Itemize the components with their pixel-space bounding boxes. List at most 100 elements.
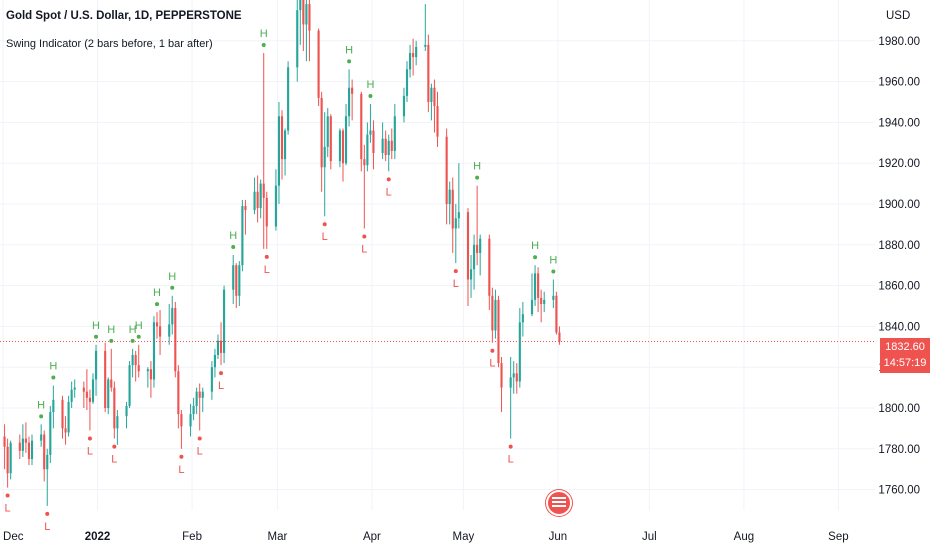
swing-high-dot	[39, 414, 44, 419]
candle-body	[256, 191, 259, 209]
candle-body	[24, 438, 27, 443]
candle-body	[216, 340, 220, 355]
y-tick-label: 1880.00	[878, 240, 920, 252]
candle-body	[518, 322, 521, 382]
swing-low-label: L	[453, 278, 459, 290]
candle-body	[469, 269, 473, 280]
swing-high-label: H	[366, 79, 374, 91]
swing-low-label: L	[508, 454, 514, 466]
swing-high-dot	[136, 334, 141, 339]
candle-body	[210, 367, 213, 392]
swing-low-dot	[5, 493, 10, 498]
y-axis[interactable]: 1980.00 1960.00 1940.00 1920.00 1900.00 1880.…	[878, 36, 920, 497]
candle-body	[427, 44, 430, 102]
candle-body	[287, 67, 290, 131]
candle-body	[70, 389, 73, 402]
candle-body	[283, 130, 287, 160]
x-tick-label: Mar	[268, 531, 288, 543]
candle-body	[64, 428, 67, 433]
candle-body	[128, 365, 131, 406]
swing-low-label: L	[218, 380, 224, 392]
swing-high-dot	[533, 255, 538, 260]
currency-label: USD	[886, 10, 911, 22]
swing-high-dot	[261, 43, 266, 48]
candle-body	[387, 140, 390, 156]
candle-body	[533, 273, 537, 300]
candle-body	[412, 53, 415, 58]
candle-body	[232, 265, 235, 290]
candle-body	[381, 138, 384, 153]
candle-body	[476, 244, 479, 253]
candle-body	[180, 414, 183, 427]
candle-body	[125, 405, 128, 417]
swing-high-label: H	[168, 271, 176, 283]
candle-body	[67, 401, 70, 433]
candle-body	[198, 391, 201, 398]
candle-body	[27, 442, 31, 459]
y-tick-label: 1760.00	[878, 485, 920, 497]
candle-body	[451, 189, 454, 229]
candle-body	[488, 238, 491, 296]
candle-body	[177, 371, 180, 415]
candle-body	[302, 0, 305, 25]
candle-body	[405, 69, 409, 96]
candle-body	[265, 197, 268, 227]
x-axis[interactable]: Dec 2022 Feb Mar Apr May Jun Jul Aug Sep	[3, 531, 849, 543]
candle-body	[543, 299, 546, 304]
swing-high-label: H	[107, 324, 115, 336]
candle-body	[515, 373, 518, 382]
swing-low-dot	[508, 444, 513, 449]
y-tick-label: 1900.00	[878, 199, 920, 211]
candle-body	[454, 218, 457, 229]
candle-body	[299, 0, 302, 11]
swing-high-dot	[368, 94, 373, 99]
swing-high-label: H	[345, 44, 353, 56]
swing-low-label: L	[44, 521, 50, 533]
candle-body	[46, 454, 49, 470]
candle-body	[351, 87, 354, 94]
grid	[0, 0, 875, 510]
swing-low-label: L	[264, 264, 270, 276]
candle-body	[158, 326, 162, 337]
candle-body	[61, 399, 64, 429]
candle-body	[104, 350, 107, 408]
swing-low-dot	[386, 177, 391, 182]
swing-high-dot	[51, 375, 56, 380]
candle-body	[363, 159, 366, 166]
candle-body	[552, 295, 555, 300]
swing-high-label: H	[49, 361, 57, 373]
candle-body	[259, 183, 262, 209]
candle-body	[6, 446, 9, 474]
swing-low-label: L	[361, 243, 367, 255]
last-price-tag: 1832.60 14:57:19	[880, 338, 930, 373]
candle-body	[473, 244, 476, 270]
candle-body	[262, 183, 265, 198]
symbol-title[interactable]: Gold Spot / U.S. Dollar, 1D, PEPPERSTONE	[6, 10, 242, 22]
y-tick-label: 1960.00	[878, 77, 920, 89]
swing-low-label: L	[111, 454, 117, 466]
x-tick-label: Dec	[3, 531, 24, 543]
swing-high-label: H	[153, 287, 161, 299]
candle-body	[43, 434, 46, 470]
candle-body	[253, 191, 256, 211]
candle-body	[509, 377, 512, 388]
candle-body	[49, 412, 52, 455]
candle-body	[537, 273, 540, 298]
candle-body	[94, 350, 98, 380]
swing-low-dot	[112, 444, 117, 449]
candle-body	[3, 436, 6, 447]
candle-body	[168, 324, 171, 337]
x-tick-label: Jul	[642, 531, 657, 543]
indicator-title[interactable]: Swing Indicator (2 bars before, 1 bar af…	[6, 38, 213, 50]
candle-body	[30, 440, 34, 459]
x-tick-label: 2022	[85, 531, 111, 543]
candle-body	[171, 308, 174, 325]
candle-body	[274, 185, 277, 227]
us-flag-event-icon[interactable]	[546, 490, 572, 516]
candle-body	[445, 136, 448, 204]
y-tick-label: 1780.00	[878, 444, 920, 456]
candle-body	[40, 434, 43, 441]
candle-body	[219, 340, 223, 353]
y-tick-label: 1840.00	[878, 321, 920, 333]
